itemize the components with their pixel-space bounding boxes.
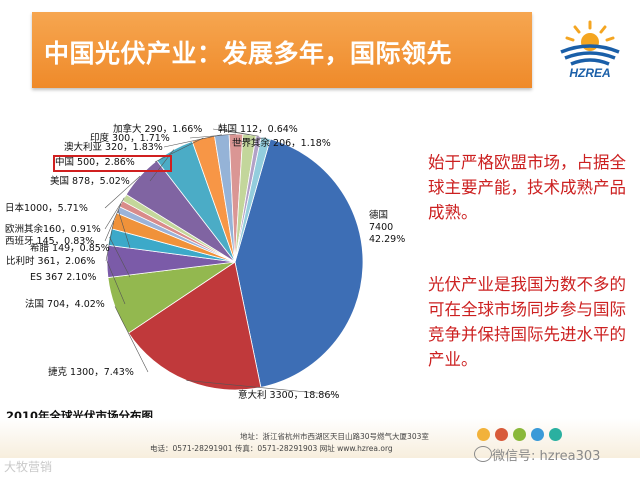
- slide-title: 中国光伏产业：发展多年，国际领先: [44, 39, 453, 68]
- right-text-1: 始于严格欧盟市场，占据全球主要产能，技术成熟产品成熟。: [428, 153, 626, 222]
- footer-address: 地址：浙江省杭州市西湖区天目山路30号燃气大厦303室: [240, 432, 429, 441]
- footer-circle-1-icon: [477, 428, 490, 441]
- leader-line-2: [186, 380, 339, 396]
- leader-line-3: [114, 306, 149, 373]
- leader-line-13: [163, 134, 222, 148]
- slice-label-2: 意大利 3300，18.86%: [238, 389, 339, 401]
- footer-circle-4-icon: [531, 428, 544, 441]
- right-text-2: 光伏产业是我国为数不多的可在全球市场同步参与国际竞争并保持国际先进水平的产业。: [428, 275, 626, 369]
- footer-circle-2-icon: [495, 428, 508, 441]
- leader-line-15: [212, 128, 250, 136]
- slice-label-1: 德国 7400 42.29%: [369, 209, 405, 245]
- slice-label-17: 世界其余 206，1.18%: [232, 137, 331, 149]
- leader-line-8: [104, 203, 122, 242]
- title-bar: 中国光伏产业：发展多年，国际领先: [32, 12, 532, 88]
- slice-label-13: 澳大利亚 320，1.83%: [64, 141, 163, 153]
- slice-label-10: 日本1000，5.71%: [5, 202, 88, 214]
- pie-slice-1: [234, 138, 364, 388]
- footer-circle-icons: [477, 426, 567, 445]
- slice-label-11: 美国 878，5.02%: [50, 175, 130, 187]
- slice-label-12: 中国 500，2.86%: [55, 156, 135, 168]
- footer-circle-3-icon: [513, 428, 526, 441]
- china-highlight-box: [53, 155, 172, 172]
- watermark-wechat: 微信号: hzrea303: [492, 449, 601, 464]
- slice-label-15: 加拿大 290，1.66%: [113, 123, 202, 135]
- slice-label-8: 西班牙 145，0.83%: [5, 235, 94, 247]
- leader-line-6: [105, 220, 115, 262]
- slice-label-9: 欧洲其余160，0.91%: [5, 223, 101, 235]
- leader-line-4: [106, 261, 126, 305]
- wechat-icon: [474, 446, 492, 462]
- slice-label-6: 比利时 361，2.06%: [6, 255, 95, 267]
- watermark-left: 大牧营销: [4, 460, 53, 474]
- leader-line-7: [117, 209, 131, 249]
- hzrea-logo: HZREA: [555, 18, 625, 90]
- sun-logo-icon: [560, 20, 620, 66]
- leader-line-5: [109, 236, 131, 278]
- slice-label-16: 韩国 112，0.64%: [218, 123, 298, 135]
- leader-line-14: [189, 133, 237, 139]
- pie-slice-17: [234, 136, 271, 263]
- leader-line-16: [217, 128, 259, 137]
- footer-contacts: 电话：0571-28291901 传真：0571-28291903 网址 www…: [150, 444, 393, 453]
- slice-label-14: 印度 300，1.71%: [90, 132, 170, 144]
- logo-text: HZREA: [569, 66, 611, 80]
- slice-label-7: 希腊 149，0.85%: [30, 242, 110, 254]
- footer-circle-5-icon: [549, 428, 562, 441]
- leader-line-17: [231, 137, 266, 144]
- leader-line-10: [104, 175, 141, 209]
- leader-line-12: [154, 137, 204, 163]
- slice-label-3: 捷克 1300，7.43%: [48, 366, 134, 378]
- slice-label-5: ES 367 2.10%: [30, 272, 96, 283]
- leader-line-9: [104, 197, 125, 230]
- slice-label-4: 法国 704，4.02%: [25, 298, 105, 310]
